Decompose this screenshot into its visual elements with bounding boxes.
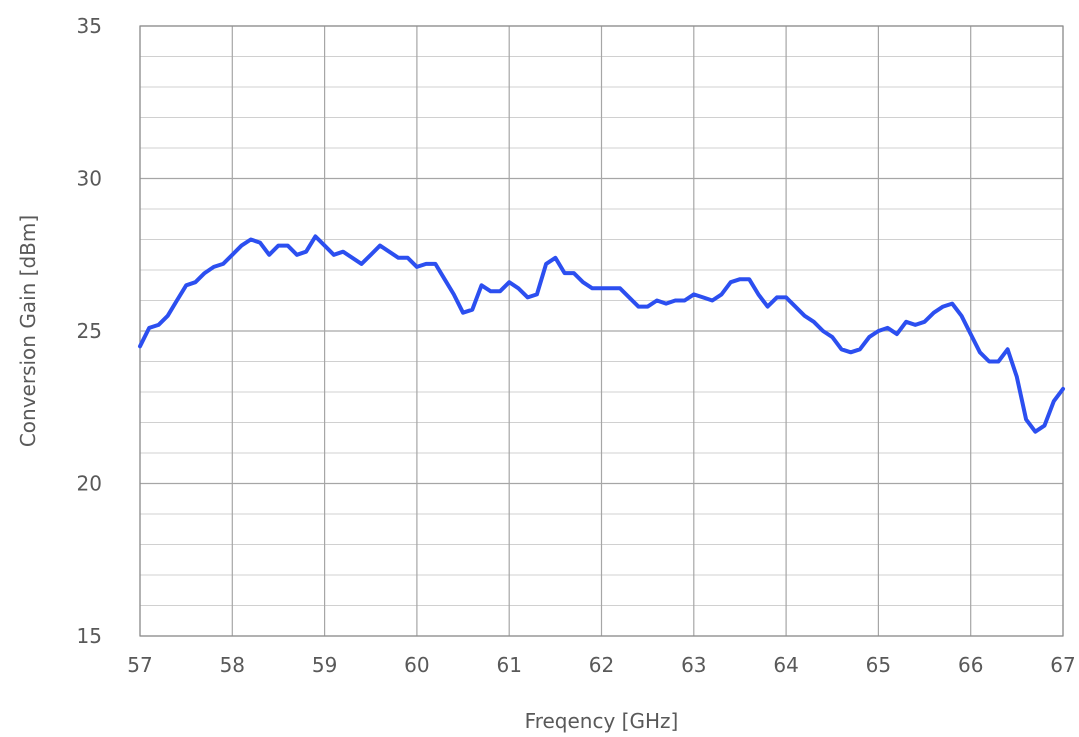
x-tick-label: 65	[866, 653, 891, 677]
y-tick-label: 25	[77, 319, 102, 343]
x-tick-label: 62	[589, 653, 614, 677]
y-tick-label: 20	[77, 472, 102, 496]
x-tick-label: 67	[1050, 653, 1075, 677]
x-tick-label: 64	[773, 653, 798, 677]
series-line	[138, 234, 1065, 434]
x-tick-label: 57	[127, 653, 152, 677]
y-tick-label: 30	[77, 167, 102, 191]
x-tick-label: 60	[404, 653, 429, 677]
series-layer	[138, 234, 1065, 434]
plot-area-frame	[139, 25, 1064, 637]
x-tick-label: 63	[681, 653, 706, 677]
y-axis-title: Conversion Gain [dBm]	[16, 215, 40, 447]
y-axis-tick-labels: 15 20 25 30 35	[77, 14, 102, 648]
x-axis-title: Freqency [GHz]	[525, 709, 679, 733]
x-tick-label: 66	[958, 653, 983, 677]
x-tick-label: 59	[312, 653, 337, 677]
x-axis-tick-labels: 57 58 59 60 61 62 63 64 65 66 67	[127, 653, 1075, 677]
x-tick-label: 58	[220, 653, 245, 677]
y-tick-label: 35	[77, 14, 102, 38]
x-tick-label: 61	[496, 653, 521, 677]
y-tick-label: 15	[77, 624, 102, 648]
